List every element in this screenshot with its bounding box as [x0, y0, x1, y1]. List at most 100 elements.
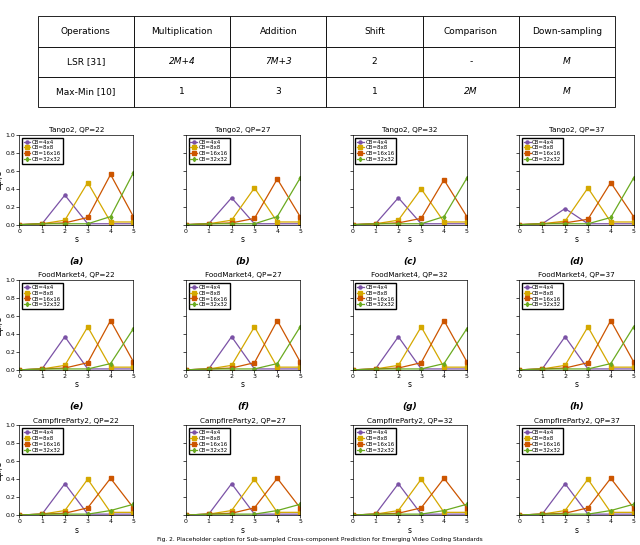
Line: CB=16x16: CB=16x16 — [351, 477, 468, 517]
Line: CB=8x8: CB=8x8 — [351, 187, 468, 226]
CB=4x4 — [516, 367, 524, 373]
CB=4x4 — [228, 480, 236, 487]
CB=16x16 — [205, 221, 212, 227]
CB=4x4 — [372, 366, 380, 372]
CB=8x8 — [273, 509, 281, 516]
CB=4x4 — [251, 366, 259, 372]
Legend: CB=4x4, CB=8x8, CB=16x16, CB=32x32: CB=4x4, CB=8x8, CB=16x16, CB=32x32 — [189, 138, 230, 164]
Legend: CB=4x4, CB=8x8, CB=16x16, CB=32x32: CB=4x4, CB=8x8, CB=16x16, CB=32x32 — [22, 138, 63, 164]
Line: CB=32x32: CB=32x32 — [351, 502, 468, 517]
Line: CB=4x4: CB=4x4 — [518, 207, 635, 226]
Line: CB=8x8: CB=8x8 — [184, 186, 301, 226]
Line: CB=4x4: CB=4x4 — [184, 482, 301, 517]
CB=8x8 — [228, 217, 236, 223]
CB=16x16 — [61, 510, 68, 517]
CB=8x8 — [205, 366, 212, 372]
Legend: CB=4x4, CB=8x8, CB=16x16, CB=32x32: CB=4x4, CB=8x8, CB=16x16, CB=32x32 — [189, 428, 230, 454]
CB=4x4 — [538, 366, 546, 372]
CB=4x4 — [538, 221, 546, 227]
CB=8x8 — [561, 362, 569, 368]
CB=16x16 — [296, 359, 304, 365]
Title: CampfireParty2, QP=22: CampfireParty2, QP=22 — [33, 417, 119, 423]
CB=8x8 — [440, 364, 448, 371]
CB=32x32 — [228, 366, 236, 372]
CB=4x4 — [538, 511, 546, 517]
CB=32x32 — [273, 213, 281, 220]
CB=8x8 — [182, 512, 190, 518]
CB=4x4 — [107, 511, 115, 517]
CB=4x4 — [296, 221, 304, 227]
CB=4x4 — [630, 221, 637, 227]
CB=16x16 — [129, 505, 137, 511]
Title: Tango2, QP=32: Tango2, QP=32 — [382, 128, 438, 134]
Line: CB=16x16: CB=16x16 — [184, 477, 301, 517]
CB=8x8 — [129, 364, 137, 371]
CB=16x16 — [463, 359, 470, 365]
CB=8x8 — [251, 324, 259, 330]
X-axis label: s: s — [575, 525, 579, 535]
CB=32x32 — [84, 221, 92, 227]
CB=16x16 — [394, 365, 402, 371]
CB=16x16 — [61, 220, 68, 226]
CB=16x16 — [516, 221, 524, 228]
CB=16x16 — [107, 475, 115, 482]
X-axis label: s: s — [241, 525, 245, 535]
CB=8x8 — [15, 221, 23, 228]
CB=8x8 — [516, 512, 524, 518]
CB=32x32 — [463, 175, 470, 181]
Title: FoodMarket4, QP=32: FoodMarket4, QP=32 — [371, 272, 448, 278]
CB=4x4 — [561, 334, 569, 340]
CB=16x16 — [205, 511, 212, 517]
CB=16x16 — [440, 475, 448, 482]
CB=8x8 — [440, 219, 448, 225]
CB=8x8 — [296, 364, 304, 371]
CB=8x8 — [15, 512, 23, 518]
CB=16x16 — [372, 366, 380, 372]
CB=16x16 — [561, 365, 569, 371]
CB=8x8 — [251, 476, 259, 482]
CB=32x32 — [538, 511, 546, 517]
CB=8x8 — [38, 221, 46, 227]
CB=32x32 — [417, 221, 425, 227]
Line: CB=16x16: CB=16x16 — [351, 319, 468, 371]
CB=8x8 — [630, 364, 637, 371]
Line: CB=4x4: CB=4x4 — [18, 482, 135, 517]
CB=4x4 — [84, 511, 92, 517]
CB=8x8 — [61, 362, 68, 368]
CB=32x32 — [182, 512, 190, 518]
CB=32x32 — [38, 511, 46, 517]
Text: (a): (a) — [69, 257, 83, 266]
Line: CB=16x16: CB=16x16 — [184, 319, 301, 371]
CB=4x4 — [417, 366, 425, 372]
Line: CB=4x4: CB=4x4 — [518, 335, 635, 371]
CB=8x8 — [107, 219, 115, 225]
CB=32x32 — [182, 367, 190, 373]
Line: CB=32x32: CB=32x32 — [18, 502, 135, 517]
Text: (f): (f) — [237, 402, 249, 411]
CB=32x32 — [182, 221, 190, 228]
CB=16x16 — [584, 359, 592, 366]
CB=32x32 — [107, 213, 115, 220]
CB=32x32 — [129, 501, 137, 507]
Line: CB=4x4: CB=4x4 — [184, 196, 301, 226]
CB=4x4 — [607, 511, 614, 517]
CB=4x4 — [61, 334, 68, 340]
CB=8x8 — [417, 476, 425, 482]
CB=16x16 — [607, 475, 614, 482]
Text: (d): (d) — [569, 257, 584, 266]
Line: CB=4x4: CB=4x4 — [351, 482, 468, 517]
CB=8x8 — [129, 219, 137, 225]
CB=4x4 — [394, 480, 402, 487]
Line: CB=16x16: CB=16x16 — [184, 178, 301, 226]
CB=16x16 — [417, 359, 425, 366]
CB=8x8 — [84, 476, 92, 482]
CB=16x16 — [273, 475, 281, 482]
CB=32x32 — [38, 221, 46, 227]
CB=16x16 — [84, 359, 92, 366]
Line: CB=8x8: CB=8x8 — [518, 186, 635, 226]
CB=32x32 — [84, 511, 92, 517]
CB=8x8 — [349, 512, 356, 518]
Legend: CB=4x4, CB=8x8, CB=16x16, CB=32x32: CB=4x4, CB=8x8, CB=16x16, CB=32x32 — [355, 428, 396, 454]
Title: Tango2, QP=37: Tango2, QP=37 — [548, 128, 604, 134]
Line: CB=4x4: CB=4x4 — [18, 335, 135, 371]
